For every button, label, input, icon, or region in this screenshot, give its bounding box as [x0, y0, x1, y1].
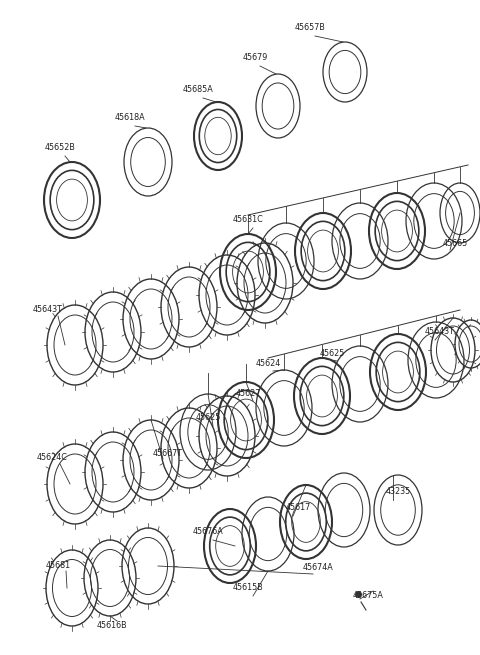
Text: 45657B: 45657B — [295, 24, 325, 33]
Text: 45674A: 45674A — [302, 563, 334, 572]
Text: 45667T: 45667T — [153, 449, 183, 457]
Text: 45652B: 45652B — [45, 143, 75, 153]
Text: 45617: 45617 — [286, 504, 311, 512]
Text: 43235: 43235 — [385, 487, 410, 496]
Text: 45676A: 45676A — [192, 527, 223, 536]
Text: 45627: 45627 — [235, 388, 261, 398]
Text: 45624: 45624 — [255, 358, 281, 367]
Text: 45616B: 45616B — [96, 622, 127, 631]
Text: 45615B: 45615B — [233, 584, 264, 593]
Text: 45675A: 45675A — [353, 591, 384, 601]
Text: 45643T: 45643T — [33, 305, 63, 314]
Text: 45618A: 45618A — [115, 113, 145, 122]
Text: 45679: 45679 — [242, 54, 268, 62]
Text: 45624C: 45624C — [36, 453, 67, 462]
Text: 45631C: 45631C — [233, 215, 264, 225]
Text: 45681: 45681 — [46, 561, 71, 569]
Text: 45685A: 45685A — [182, 86, 214, 94]
Text: 45625: 45625 — [195, 413, 221, 422]
Text: 45625: 45625 — [319, 348, 345, 358]
Text: 45665: 45665 — [443, 240, 468, 248]
Text: 45643T: 45643T — [425, 328, 455, 337]
